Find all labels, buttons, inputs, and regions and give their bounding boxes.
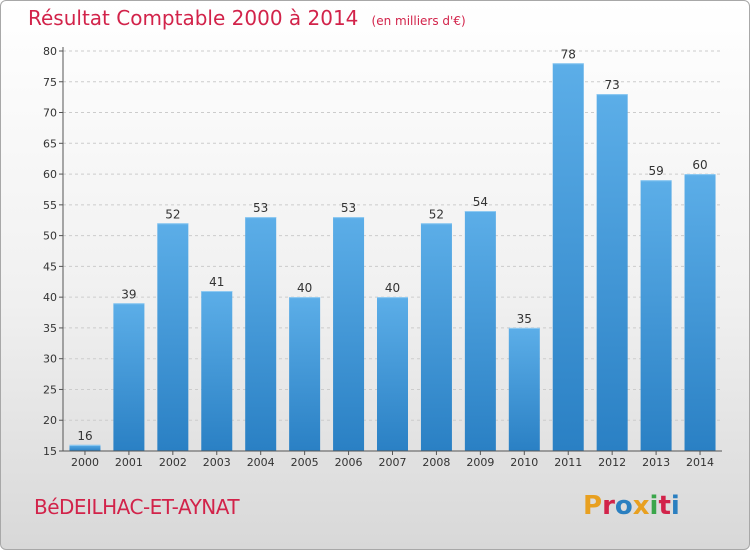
x-tick-label: 2013 [642,456,670,469]
proxiti-logo: Proxiti [583,491,680,521]
axes [59,47,722,455]
logo-letter: i [670,491,680,521]
bar-2000 [69,444,101,451]
bar-2001 [113,303,145,451]
y-tick-label: 55 [43,199,57,212]
bar-2005 [289,297,321,451]
x-tick-label: 2004 [247,456,275,469]
x-tick-label: 2002 [159,456,187,469]
x-tick-label: 2006 [335,456,363,469]
data-label-2007: 40 [385,281,400,295]
x-tick-label: 2009 [466,456,494,469]
x-tick-label: 2003 [203,456,231,469]
logo-letter: r [602,491,615,521]
data-label-2004: 53 [253,201,268,215]
labels: 15 20 25 30 35 40 45 50 55 60 65 70 75 80 16 2000 39 2001… [43,45,714,469]
bar-2002 [157,223,189,451]
y-tick-label: 35 [43,322,57,335]
y-tick-label: 25 [43,383,57,396]
data-label-2002: 52 [165,207,180,221]
bar-2008 [420,223,452,451]
y-tick-label: 80 [43,45,57,58]
x-tick-label: 2001 [115,456,143,469]
data-label-2010: 35 [517,312,532,326]
x-tick-label: 2005 [291,456,319,469]
data-label-2013: 59 [648,164,663,178]
bar-2007 [377,297,408,451]
data-label-2001: 39 [121,287,136,301]
x-tick-label: 2007 [379,456,407,469]
y-tick-label: 50 [43,230,57,243]
y-tick-label: 40 [43,291,57,304]
y-tick-label: 45 [43,260,57,273]
data-label-2009: 54 [473,195,488,209]
logo-letter: o [614,491,633,521]
bar-2006 [333,217,365,451]
x-tick-label: 2010 [510,456,538,469]
data-label-2005: 40 [297,281,312,295]
bar-2003 [201,291,233,451]
bar-2014 [684,174,716,452]
logo-letter: P [583,491,603,521]
logo-letter: t [658,491,671,521]
bar-2004 [245,217,277,451]
y-tick-label: 30 [43,353,57,366]
data-label-2008: 52 [429,207,444,221]
chart-subtitle: (en milliers d'€) [371,14,466,28]
x-tick-label: 2000 [71,456,99,469]
bar-2011 [552,63,584,452]
y-tick-label: 60 [43,168,57,181]
data-label-2003: 41 [209,275,224,289]
x-tick-label: 2011 [554,456,582,469]
bar-2012 [596,94,628,452]
x-tick-label: 2012 [598,456,626,469]
bar-2009 [464,211,496,451]
bars [69,63,716,452]
x-tick-label: 2014 [686,456,714,469]
data-label-2014: 60 [692,158,707,172]
data-label-2000: 16 [77,429,92,443]
y-tick-label: 20 [43,414,57,427]
chart-title: Résultat Comptable 2000 à 2014 [28,6,359,30]
y-tick-label: 65 [43,137,57,150]
data-label-2006: 53 [341,201,356,215]
y-tick-label: 15 [43,445,57,458]
data-label-2012: 73 [605,78,620,92]
logo-letter: x [632,491,650,521]
x-tick-label: 2008 [422,456,450,469]
y-tick-label: 75 [43,76,57,89]
bar-2010 [508,327,540,451]
bar-2013 [640,180,672,451]
data-label-2011: 78 [561,47,576,61]
y-tick-label: 70 [43,107,57,120]
logo-letter: i [649,491,659,521]
commune-name: BéDEILHAC-ET-AYNAT [34,495,240,519]
title-row: Résultat Comptable 2000 à 2014 (en milli… [28,6,466,30]
